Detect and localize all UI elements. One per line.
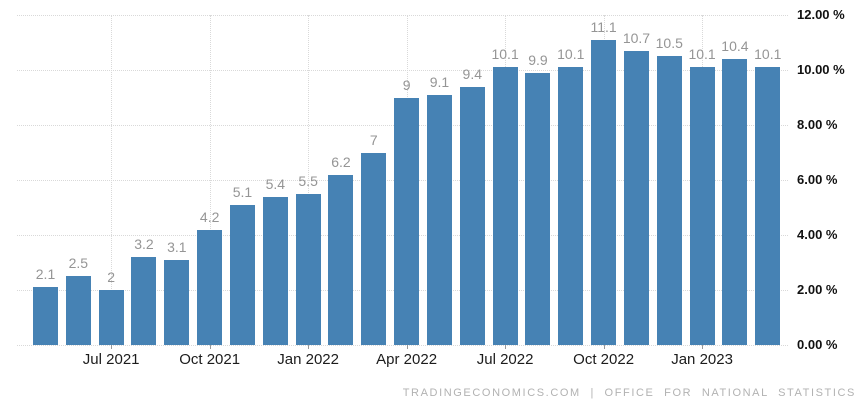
bar-value-label: 10.7 bbox=[622, 29, 651, 46]
bar-value-label: 10.1 bbox=[491, 46, 519, 63]
x-axis-tick-mark bbox=[505, 345, 507, 349]
bar[interactable] bbox=[197, 229, 223, 345]
y-axis-tick-label: 2.00 % bbox=[797, 282, 838, 297]
x-axis-tick-mark bbox=[406, 345, 408, 349]
bar-value-label: 3.2 bbox=[134, 236, 154, 252]
y-axis-tick-label: 12.00 % bbox=[797, 7, 845, 22]
y-axis-tick-label: 8.00 % bbox=[797, 117, 838, 132]
y-axis-tick-label: 0.00 % bbox=[797, 337, 838, 352]
source-attribution: TRADINGECONOMICS.COM | OFFICE FOR NATION… bbox=[402, 387, 856, 399]
x-axis-tick-mark bbox=[209, 345, 211, 349]
bar-value-label: 4.2 bbox=[199, 208, 220, 225]
bar[interactable] bbox=[492, 67, 518, 345]
bar[interactable] bbox=[459, 86, 485, 345]
y-axis-tick-label: 10.00 % bbox=[797, 62, 845, 77]
bar-value-label: 7 bbox=[369, 131, 378, 148]
bar-value-label: 10.1 bbox=[557, 46, 585, 63]
bar[interactable] bbox=[98, 290, 124, 345]
bar-value-label: 10.1 bbox=[754, 46, 782, 63]
x-axis-tick-label: Jul 2021 bbox=[82, 351, 140, 368]
bar[interactable] bbox=[623, 50, 649, 345]
bar-value-label: 5.1 bbox=[232, 183, 253, 200]
x-axis-tick-mark bbox=[308, 345, 310, 349]
bar[interactable] bbox=[394, 97, 420, 345]
bar[interactable] bbox=[328, 174, 354, 345]
bar-value-label: 2 bbox=[107, 269, 116, 285]
bar-value-label: 6.2 bbox=[331, 153, 351, 170]
bar[interactable] bbox=[295, 193, 321, 345]
bar[interactable] bbox=[426, 94, 452, 345]
bar-value-label: 9.1 bbox=[429, 73, 450, 90]
bar-value-label: 9 bbox=[402, 76, 411, 93]
bar[interactable] bbox=[755, 67, 781, 345]
bar[interactable] bbox=[131, 257, 157, 345]
gridline-vertical bbox=[308, 15, 310, 345]
bar[interactable] bbox=[229, 204, 255, 345]
bar[interactable] bbox=[361, 152, 387, 345]
x-axis-tick-label: Jan 2023 bbox=[671, 351, 733, 368]
bar[interactable] bbox=[164, 259, 190, 345]
x-axis-tick-mark bbox=[603, 345, 605, 349]
x-axis-tick-label: Oct 2021 bbox=[179, 351, 241, 368]
bar[interactable] bbox=[262, 196, 288, 345]
x-axis-tick-mark bbox=[111, 345, 113, 349]
bar-value-label: 10.5 bbox=[655, 35, 683, 52]
bar[interactable] bbox=[65, 276, 91, 345]
bar-value-label: 9.4 bbox=[462, 65, 483, 82]
gridline-horizontal bbox=[17, 345, 788, 346]
x-axis-tick-label: Jul 2022 bbox=[476, 351, 534, 368]
bar[interactable] bbox=[722, 59, 748, 345]
x-axis-tick-mark bbox=[702, 345, 704, 349]
bar-value-label: 5.4 bbox=[265, 175, 286, 192]
bar[interactable] bbox=[525, 72, 551, 345]
y-axis-tick-label: 6.00 % bbox=[797, 172, 838, 187]
bar-value-label: 10.4 bbox=[721, 38, 749, 54]
gridline-vertical bbox=[209, 15, 211, 345]
bar-value-label: 11.1 bbox=[590, 18, 617, 35]
bar-value-label: 2.1 bbox=[35, 266, 56, 283]
gridline-vertical bbox=[111, 15, 113, 345]
bar-value-label: 10.1 bbox=[688, 46, 716, 63]
x-axis-tick-label: Oct 2022 bbox=[573, 351, 635, 368]
gridline-horizontal bbox=[17, 70, 788, 71]
bar-value-label: 9.9 bbox=[528, 51, 548, 68]
bar[interactable] bbox=[558, 67, 584, 345]
bar-value-label: 2.5 bbox=[68, 255, 89, 272]
gridline-horizontal bbox=[17, 15, 788, 16]
bar-value-label: 5.5 bbox=[298, 172, 318, 189]
x-axis-tick-label: Apr 2022 bbox=[376, 351, 438, 368]
bar[interactable] bbox=[33, 287, 58, 345]
bar[interactable] bbox=[689, 67, 715, 345]
bar[interactable] bbox=[591, 39, 617, 345]
bar-value-label: 3.1 bbox=[167, 238, 187, 255]
bar[interactable] bbox=[656, 56, 682, 345]
x-axis-tick-label: Jan 2022 bbox=[277, 351, 339, 368]
y-axis-tick-label: 4.00 % bbox=[797, 227, 838, 242]
